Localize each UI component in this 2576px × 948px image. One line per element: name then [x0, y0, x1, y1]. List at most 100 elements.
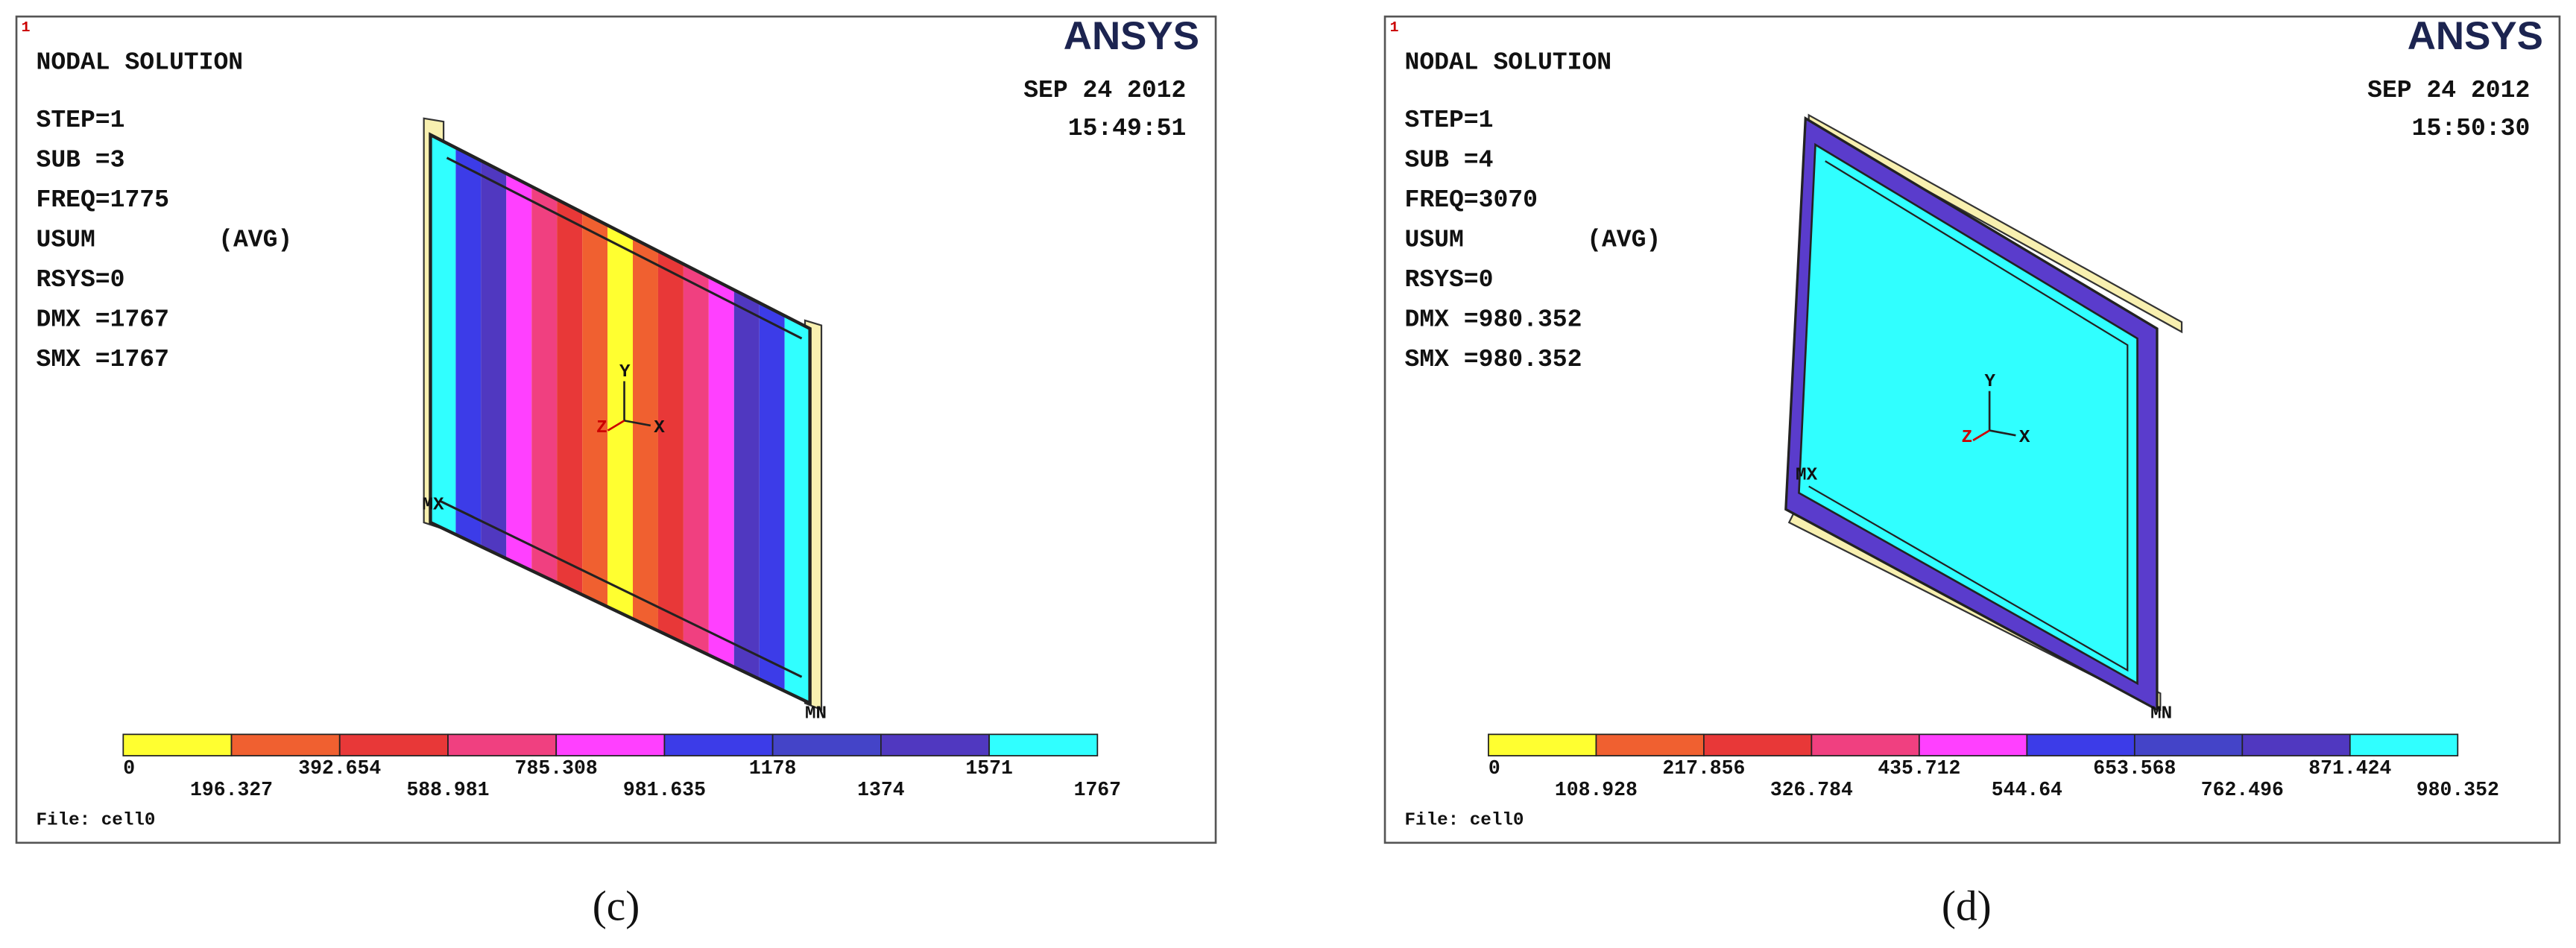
legend-label: 196.327 [190, 779, 273, 801]
legend-label: 871.424 [2308, 757, 2391, 780]
caption: (d) [1942, 882, 1992, 929]
info-line: USUM [36, 226, 95, 254]
info-line: DMX =1767 [36, 306, 168, 334]
legend-band [555, 733, 666, 756]
triad-axis [1989, 429, 2016, 437]
stripe [784, 315, 810, 704]
legend-band [1595, 733, 1705, 756]
file-name: File: cell0 [36, 811, 155, 831]
legend-label: 217.856 [1662, 757, 1745, 780]
stripe [582, 212, 608, 607]
stripe [733, 289, 760, 680]
triad-axis [607, 420, 625, 432]
legend-band [122, 733, 233, 756]
legend-band [988, 733, 1099, 756]
stripe [708, 276, 734, 667]
triad-label: Y [619, 362, 631, 382]
legend-band [880, 733, 990, 756]
panel: 1 ANSYS NODAL SOLUTION STEP=1 SUB =3 FREQ=177… [15, 14, 1217, 929]
legend-label: 326.784 [1770, 779, 1853, 801]
logo: ANSYS [1064, 14, 1199, 58]
legend-band [230, 733, 341, 756]
caption: (c) [593, 882, 640, 929]
logo: ANSYS [2408, 14, 2543, 58]
info-line: RSYS=0 [1404, 265, 1493, 294]
legend-label: 588.981 [406, 779, 489, 801]
legend-label: 435.712 [1878, 757, 1960, 780]
info-line: STEP=1 [1404, 106, 1493, 134]
stripe [683, 264, 709, 655]
stripe [481, 160, 507, 559]
plate [1798, 142, 2138, 686]
legend-label: 0 [123, 757, 135, 780]
legend-label: 392.654 [298, 757, 381, 780]
inner-edge [1808, 160, 2129, 672]
stripe [657, 250, 684, 643]
min-label: MN [2150, 704, 2172, 724]
stripe [506, 173, 532, 571]
info-line: FREQ=1775 [36, 186, 168, 214]
avg: (AVG) [218, 226, 292, 254]
stripe [531, 186, 558, 583]
panel: 1 ANSYS NODAL SOLUTION STEP=1 SUB =4 FREQ=307… [1383, 14, 2561, 929]
legend-label: 653.568 [2093, 757, 2176, 780]
info-line: SMX =980.352 [1404, 345, 1582, 373]
stripe [455, 148, 482, 547]
file-name: File: cell0 [1404, 811, 1524, 831]
time: 15:50:30 [2412, 114, 2531, 142]
legend-band [2026, 733, 2135, 756]
plot-number: 1 [22, 19, 31, 36]
inner-edge [440, 499, 803, 678]
legend-label: 980.352 [2416, 779, 2499, 801]
legend-label: 1571 [965, 757, 1012, 780]
triad-label: X [2019, 428, 2030, 448]
triad-label: Y [1985, 372, 1996, 392]
info-line: RSYS=0 [36, 265, 124, 294]
legend-band [338, 733, 449, 756]
triad-label: Z [1962, 428, 1973, 448]
avg: (AVG) [1587, 226, 1661, 254]
triad-axis [1972, 429, 1990, 441]
legend-band [1811, 733, 1920, 756]
legend-label: 0 [1489, 757, 1500, 780]
stripe [759, 303, 785, 692]
max-label: MX [1796, 466, 1818, 486]
legend-label: 1178 [749, 757, 796, 780]
date: SEP 24 2012 [2367, 76, 2530, 104]
legend-label: 1767 [1074, 779, 1121, 801]
title: NODAL SOLUTION [1404, 48, 1611, 77]
triad-label: Z [596, 418, 607, 438]
legend-band [1918, 733, 2028, 756]
title: NODAL SOLUTION [36, 48, 243, 77]
min-label: MN [805, 704, 827, 724]
legend-band [771, 733, 882, 756]
inner-edge [446, 157, 803, 340]
legend-band [1488, 733, 1597, 756]
stripe [633, 238, 658, 631]
info-line: SUB =3 [36, 145, 124, 174]
stripe [430, 134, 456, 535]
info-line: USUM [1404, 226, 1463, 254]
legend-label: 981.635 [623, 779, 706, 801]
legend-label: 1374 [857, 779, 905, 801]
info-line: FREQ=3070 [1404, 186, 1537, 214]
legend-label: 108.928 [1555, 779, 1638, 801]
legend-band [1702, 733, 1813, 756]
legend-label: 544.64 [1992, 779, 2062, 801]
legend-band [447, 733, 558, 756]
legend-band [663, 733, 774, 756]
info-line: SUB =4 [1404, 145, 1493, 174]
stripe [557, 199, 583, 595]
legend-band [2349, 733, 2459, 756]
triad-axis [624, 420, 651, 427]
time: 15:49:51 [1068, 114, 1187, 142]
legend-band [2241, 733, 2351, 756]
date: SEP 24 2012 [1023, 76, 1186, 104]
legend-label: 785.308 [515, 757, 598, 780]
max-label: MX [422, 495, 444, 515]
info-line: STEP=1 [36, 106, 124, 134]
plot-number: 1 [1390, 19, 1399, 36]
triad-label: X [654, 418, 665, 438]
